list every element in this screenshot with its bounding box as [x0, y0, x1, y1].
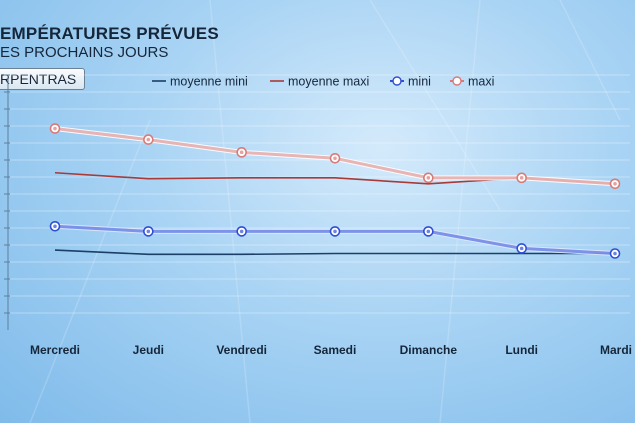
legend-label: moyenne mini: [170, 75, 248, 89]
data-point-core: [239, 229, 244, 234]
x-tick-label: Dimanche: [400, 343, 458, 357]
x-tick-label: Lundi: [505, 343, 538, 357]
data-point-core: [239, 150, 244, 155]
data-point-core: [333, 156, 337, 161]
data-point-core: [53, 126, 57, 131]
x-tick-label: Mardi: [600, 343, 632, 357]
legend-marker: [452, 76, 462, 86]
data-point-core: [519, 176, 524, 180]
chart-title: EMPÉRATURES PRÉVUES: [0, 24, 219, 43]
x-tick-label: Jeudi: [133, 343, 164, 357]
data-point-core: [613, 182, 617, 186]
legend: moyenne mini moyenne maxi mini maxi: [152, 75, 494, 89]
data-point-core: [426, 229, 431, 234]
chart-subtitle: ES PROCHAINS JOURS: [0, 44, 169, 61]
data-point-core: [613, 251, 617, 256]
data-point-core: [146, 137, 151, 142]
series: [49, 123, 621, 259]
data-point-core: [519, 246, 524, 251]
grid: [4, 74, 630, 330]
x-axis: Mercredi Jeudi Vendredi Samedi Dimanche Lundi…: [30, 343, 632, 357]
legend-label: mini: [408, 75, 431, 89]
legend-label: moyenne maxi: [288, 75, 369, 89]
city-label: RPENTRAS: [0, 68, 86, 90]
x-tick-label: Samedi: [314, 343, 357, 357]
x-tick-label: Vendredi: [216, 343, 267, 357]
legend-marker: [392, 76, 402, 86]
data-point-core: [333, 229, 337, 234]
data-point-core: [53, 224, 57, 229]
x-tick-label: Mercredi: [30, 343, 80, 357]
data-point-core: [146, 229, 151, 234]
legend-label: maxi: [468, 75, 494, 89]
data-point-core: [426, 176, 431, 180]
